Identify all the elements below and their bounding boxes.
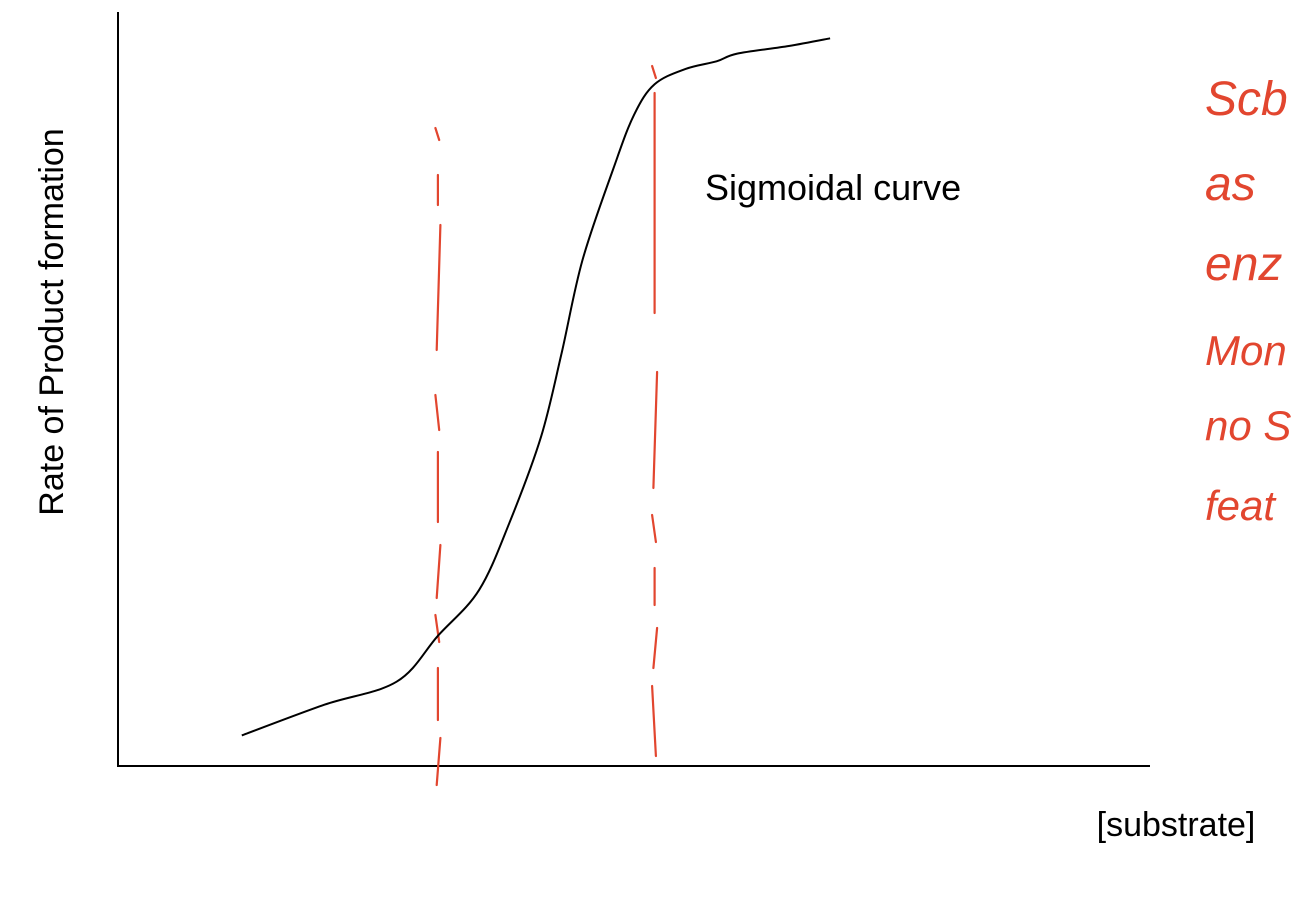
curve-annotation: Sigmoidal curve (705, 167, 961, 208)
sigmoid-curve-line-0 (241, 37, 831, 737)
axes (117, 12, 1150, 767)
reference-line-segment (434, 126, 441, 142)
handwritten-note-line: enz (1205, 238, 1282, 291)
reference-lines (434, 64, 659, 787)
handwritten-note-line: Scb (1205, 73, 1288, 126)
reference-line-segment (434, 613, 441, 644)
handwritten-notes: Scb as enz Mon no S feat (1205, 73, 1291, 529)
reference-line-0 (434, 126, 442, 787)
reference-line-segment (650, 64, 658, 80)
reference-line-segment (435, 223, 442, 352)
handwritten-note-line: no S (1205, 402, 1291, 449)
reference-line-segment (650, 513, 658, 544)
reference-line-segment (435, 543, 442, 600)
handwritten-note-line: Mon (1205, 327, 1287, 374)
reference-line-1 (650, 64, 659, 758)
reference-line-segment (652, 370, 659, 490)
handwritten-note-line: as (1205, 158, 1256, 211)
reference-line-segment (435, 736, 442, 787)
reference-line-segment (650, 684, 658, 758)
reference-line-segment (434, 393, 441, 432)
series-layer (241, 37, 831, 737)
x-axis-label: [substrate] (1097, 806, 1256, 844)
reference-line-segment (652, 626, 659, 670)
y-axis-label: Rate of Product formation (33, 128, 71, 515)
handwritten-note-line: feat (1205, 482, 1277, 529)
